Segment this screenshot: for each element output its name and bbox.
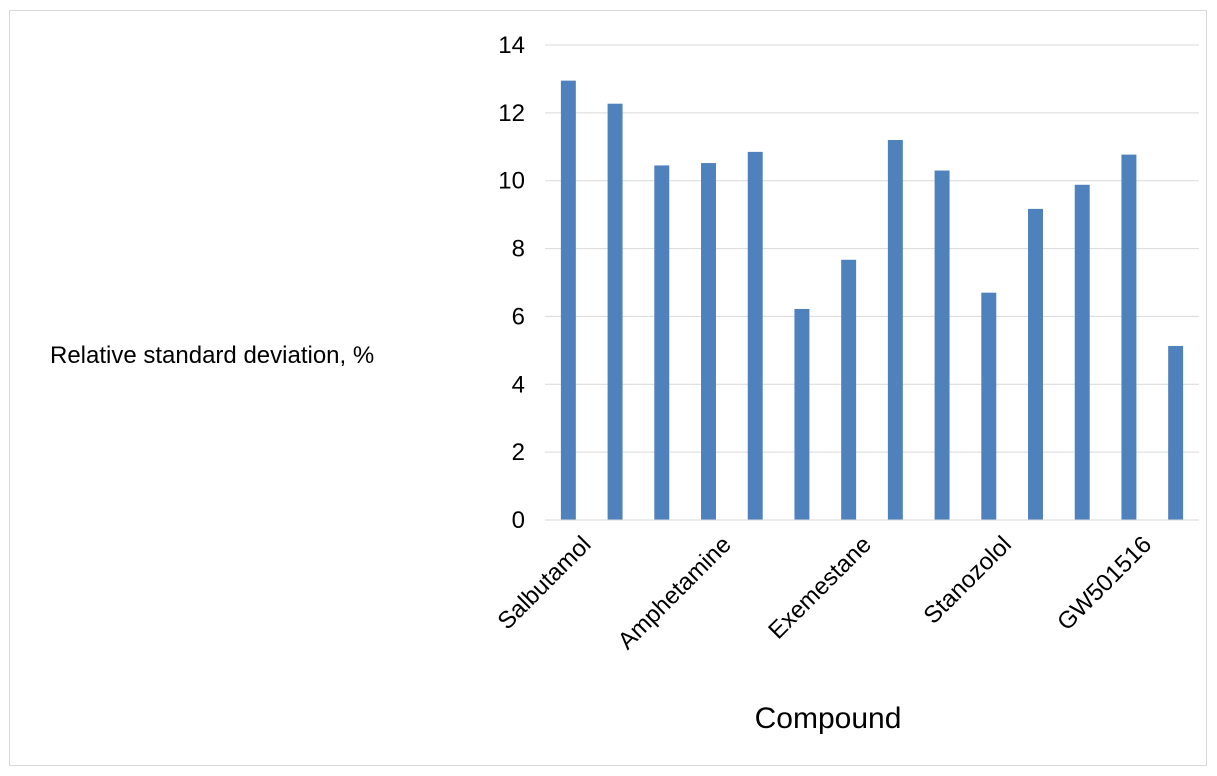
y-tick-label: 14 <box>498 32 525 59</box>
y-tick-label: 0 <box>512 507 525 534</box>
bar <box>1168 345 1184 520</box>
x-axis-title: Compound <box>755 702 902 735</box>
bar <box>981 292 997 520</box>
bar <box>1074 184 1090 521</box>
x-category-label: GW501516 <box>1052 531 1157 636</box>
bar <box>794 308 810 520</box>
y-tick-label: 4 <box>512 371 525 398</box>
chart-frame: 0 2 4 6 8 10 12 14 Salbutamol Amphetamine Exemest… <box>9 10 1207 766</box>
bar <box>1028 208 1043 521</box>
y-tick-label: 8 <box>512 236 525 263</box>
bar <box>607 103 623 520</box>
bar <box>654 165 670 520</box>
bar <box>701 163 716 520</box>
bar <box>934 170 950 521</box>
y-axis-tick-labels: 0 2 4 6 8 10 12 14 <box>498 32 525 534</box>
bar <box>1121 154 1137 520</box>
x-category-label: Salbutamol <box>492 531 596 635</box>
y-tick-label: 12 <box>498 100 525 127</box>
gridlines <box>545 44 1199 453</box>
y-axis-title: Relative standard deviation, % <box>50 342 374 369</box>
bar <box>747 151 763 521</box>
y-tick-label: 10 <box>498 168 525 195</box>
y-tick-label: 2 <box>512 439 525 466</box>
bar <box>841 259 857 520</box>
x-category-label: Amphetamine <box>613 531 737 655</box>
y-tick-label: 6 <box>512 303 525 330</box>
x-category-label: Stanozolol <box>919 531 1017 629</box>
bar-series <box>560 80 1184 521</box>
bar <box>560 80 576 520</box>
x-category-label: Exemestane <box>763 531 876 644</box>
x-axis-category-labels: Salbutamol Amphetamine Exemestane Stanozolo… <box>492 531 1157 655</box>
bar-chart: 0 2 4 6 8 10 12 14 Salbutamol Amphetamine Exemest… <box>50 32 1199 735</box>
bar <box>887 140 903 520</box>
